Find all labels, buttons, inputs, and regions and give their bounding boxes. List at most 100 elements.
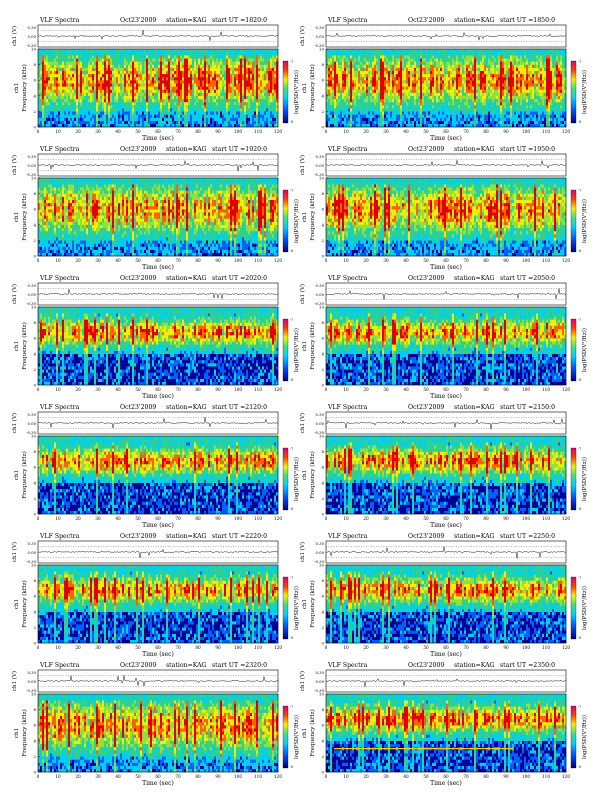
spectrogram-cell	[88, 74, 90, 77]
spectrogram-cell	[148, 49, 150, 52]
spectrogram-cell	[156, 102, 158, 105]
spectrogram-cell	[222, 121, 224, 124]
spectrogram-cell	[124, 111, 126, 114]
spectrogram-cell	[338, 118, 340, 121]
spectrogram-cell	[94, 55, 96, 58]
spectrogram-cell	[332, 102, 334, 105]
spectrogram-cell	[58, 96, 60, 99]
spectrogram-cell	[338, 80, 340, 83]
spectrogram-cell	[138, 121, 140, 124]
spectrogram-cell	[118, 52, 120, 55]
spectrogram-cell	[268, 65, 270, 68]
spectrogram-cell	[50, 90, 52, 93]
spectrogram-cell	[238, 124, 240, 127]
spectrogram-cell	[78, 93, 80, 96]
spectrogram-cell	[186, 77, 188, 80]
spectrogram-cell	[126, 71, 128, 74]
spectrogram-cell	[122, 124, 124, 127]
spectrogram-cell	[236, 61, 238, 64]
spectrogram-cell	[242, 58, 244, 61]
spectrogram-cell	[208, 80, 210, 83]
spectrogram-cell	[218, 111, 220, 114]
spectrogram-cell	[116, 65, 118, 68]
spectrogram-cell	[144, 80, 146, 83]
spectrogram-cell	[110, 52, 112, 55]
spectrogram-cell	[224, 61, 226, 64]
spectrogram-cell	[336, 124, 338, 127]
spectrogram-cell	[154, 61, 156, 64]
spectrogram-cell	[40, 83, 42, 86]
spectrogram-cell	[58, 71, 60, 74]
spectrogram-cell	[46, 121, 48, 124]
spectrogram-cell	[88, 52, 90, 55]
spectrogram-cell	[340, 124, 342, 127]
spectrogram-cell	[82, 118, 84, 121]
spectrogram-cell	[58, 118, 60, 121]
spectrogram-cell	[266, 93, 268, 96]
spectrogram-cell	[216, 77, 218, 80]
spectrogram-cell	[42, 86, 44, 89]
spectrogram-plot	[38, 49, 278, 127]
spectrogram-cell	[254, 80, 256, 83]
spectrogram-cell	[242, 111, 244, 114]
spectrogram-cell	[72, 52, 74, 55]
spectrogram-cell	[62, 93, 64, 96]
spectrogram-cell	[210, 115, 212, 118]
spectrogram-cell	[70, 49, 72, 52]
spectrogram-cell	[116, 121, 118, 124]
spectrogram-cell	[238, 99, 240, 102]
spectrogram-cell	[248, 61, 250, 64]
spectrogram-cell	[328, 83, 330, 86]
spectrogram-cell	[96, 77, 98, 80]
spectrogram-cell	[150, 105, 152, 108]
spectrogram-cell	[190, 71, 192, 74]
spectrogram-cell	[220, 74, 222, 77]
spectrogram-cell	[72, 55, 74, 58]
spectrogram-cell	[44, 124, 46, 127]
spectrogram-cell	[160, 74, 162, 77]
spectrogram-cell	[38, 71, 40, 74]
spectrogram-cell	[192, 77, 194, 80]
spectrogram-cell	[58, 102, 60, 105]
spectrogram-cell	[184, 65, 186, 68]
spectrogram-cell	[268, 58, 270, 61]
spectrogram-cell	[210, 71, 212, 74]
spectrogram-cell	[208, 55, 210, 58]
spectrogram-cell	[110, 102, 112, 105]
spectrogram-cell	[148, 61, 150, 64]
spectrogram-cell	[92, 118, 94, 121]
spectrogram-cell	[192, 102, 194, 105]
spectrogram-cell	[160, 52, 162, 55]
spectrogram-cell	[170, 80, 172, 83]
waveform-ylabel: ch1 (V)	[11, 26, 18, 46]
spectrogram-cell	[74, 80, 76, 83]
spectrogram-cell	[332, 96, 334, 99]
spectrogram-cell	[160, 83, 162, 86]
spectrogram-cell	[168, 99, 170, 102]
spectrogram-cell	[214, 52, 216, 55]
spectrogram-cell	[76, 80, 78, 83]
spectrogram-cell	[130, 90, 132, 93]
spectrogram-cell	[138, 83, 140, 86]
spectrogram-cell	[112, 49, 114, 52]
spectrogram-cell	[130, 108, 132, 111]
spectrogram-cell	[82, 49, 84, 52]
spectrogram-cell	[258, 102, 260, 105]
spectrogram-cell	[130, 93, 132, 96]
spectrogram-cell	[92, 96, 94, 99]
spectrogram-cell	[156, 108, 158, 111]
spectrogram-cell	[188, 124, 190, 127]
spectrogram-cell	[58, 99, 60, 102]
spectrogram-cell	[154, 99, 156, 102]
spectrogram-cell	[254, 71, 256, 74]
spectrogram-cell	[328, 111, 330, 114]
spectrogram-cell	[150, 55, 152, 58]
spectrogram-cell	[174, 99, 176, 102]
spectrogram-cell	[174, 102, 176, 105]
spectrogram-cell	[146, 118, 148, 121]
spectrogram-cell	[92, 55, 94, 58]
spectrogram-cell	[48, 124, 50, 127]
spectrogram-cell	[248, 105, 250, 108]
spectrogram-cell	[264, 93, 266, 96]
spectrogram-cell	[102, 80, 104, 83]
